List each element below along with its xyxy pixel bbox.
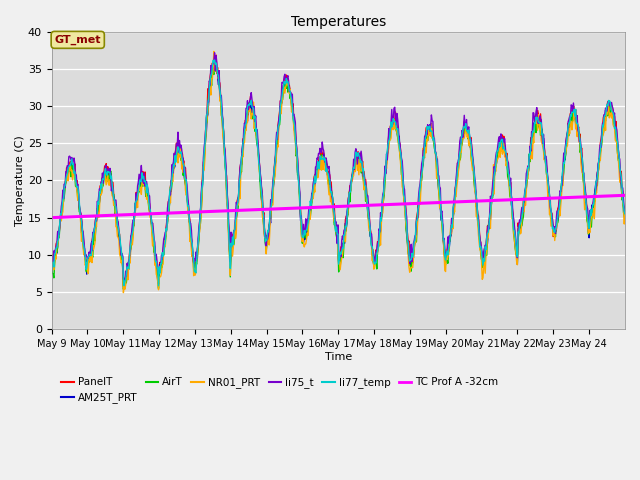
Line: li75_t: li75_t xyxy=(52,53,625,281)
NR01_PRT xyxy=(431,149,439,155)
li77_temp xyxy=(399,178,407,183)
li75_t xyxy=(399,170,407,176)
TC Prof A -32cm xyxy=(220,208,228,214)
li77_temp xyxy=(250,115,258,121)
PanelT xyxy=(115,229,123,235)
TC Prof A -32cm xyxy=(621,192,629,198)
AirT xyxy=(48,267,56,273)
NR01_PRT xyxy=(399,186,407,192)
AM25T_PRT xyxy=(272,154,280,159)
AirT xyxy=(120,287,127,292)
NR01_PRT xyxy=(250,126,258,132)
NR01_PRT xyxy=(115,237,123,243)
li75_t xyxy=(48,260,56,266)
li75_t xyxy=(211,50,218,56)
li75_t xyxy=(431,147,439,153)
AM25T_PRT xyxy=(115,235,123,240)
AM25T_PRT xyxy=(250,112,258,118)
li77_temp xyxy=(115,229,123,235)
Line: AM25T_PRT: AM25T_PRT xyxy=(52,60,625,287)
Line: NR01_PRT: NR01_PRT xyxy=(52,51,625,293)
li77_temp xyxy=(431,150,439,156)
li75_t xyxy=(250,104,258,109)
Title: Temperatures: Temperatures xyxy=(291,15,386,29)
li77_temp xyxy=(621,211,629,217)
li77_temp xyxy=(155,283,163,288)
li75_t xyxy=(121,278,129,284)
AM25T_PRT xyxy=(120,284,127,289)
PanelT xyxy=(48,261,56,267)
AM25T_PRT xyxy=(431,148,439,154)
Line: AirT: AirT xyxy=(52,63,625,289)
AM25T_PRT xyxy=(621,219,629,225)
Y-axis label: Temperature (C): Temperature (C) xyxy=(15,135,25,226)
li77_temp xyxy=(48,266,56,272)
PanelT xyxy=(272,152,280,157)
TC Prof A -32cm xyxy=(48,215,56,220)
PanelT xyxy=(250,117,258,123)
AirT xyxy=(399,182,407,188)
AirT xyxy=(431,149,439,155)
NR01_PRT xyxy=(48,259,56,264)
AirT xyxy=(211,60,219,66)
AirT xyxy=(115,237,123,242)
NR01_PRT xyxy=(222,169,230,175)
TC Prof A -32cm xyxy=(115,212,123,218)
li77_temp xyxy=(211,57,218,63)
NR01_PRT xyxy=(120,290,127,296)
TC Prof A -32cm xyxy=(430,200,438,205)
PanelT xyxy=(222,169,230,175)
X-axis label: Time: Time xyxy=(324,352,352,362)
AirT xyxy=(222,171,230,177)
AirT xyxy=(621,216,629,222)
Line: PanelT: PanelT xyxy=(52,55,625,282)
AM25T_PRT xyxy=(222,168,230,174)
Text: GT_met: GT_met xyxy=(54,35,101,45)
PanelT xyxy=(154,279,162,285)
AM25T_PRT xyxy=(399,178,407,184)
li77_temp xyxy=(222,169,230,175)
PanelT xyxy=(621,204,629,210)
NR01_PRT xyxy=(621,208,629,214)
li77_temp xyxy=(272,148,280,154)
Line: TC Prof A -32cm: TC Prof A -32cm xyxy=(52,195,625,217)
Line: li77_temp: li77_temp xyxy=(52,60,625,286)
PanelT xyxy=(431,147,439,153)
PanelT xyxy=(399,177,407,183)
NR01_PRT xyxy=(272,159,280,165)
PanelT xyxy=(212,52,220,58)
Legend: PanelT, AM25T_PRT, AirT, NR01_PRT, li75_t, li77_temp, TC Prof A -32cm: PanelT, AM25T_PRT, AirT, NR01_PRT, li75_… xyxy=(57,373,503,408)
TC Prof A -32cm xyxy=(249,207,257,213)
AM25T_PRT xyxy=(48,269,56,275)
AirT xyxy=(272,158,280,164)
AirT xyxy=(250,116,258,121)
NR01_PRT xyxy=(210,48,218,54)
li75_t xyxy=(272,140,280,145)
TC Prof A -32cm xyxy=(397,201,405,207)
TC Prof A -32cm xyxy=(271,206,278,212)
li75_t xyxy=(621,210,629,216)
li75_t xyxy=(115,229,123,235)
AM25T_PRT xyxy=(211,58,218,63)
li75_t xyxy=(222,160,230,166)
